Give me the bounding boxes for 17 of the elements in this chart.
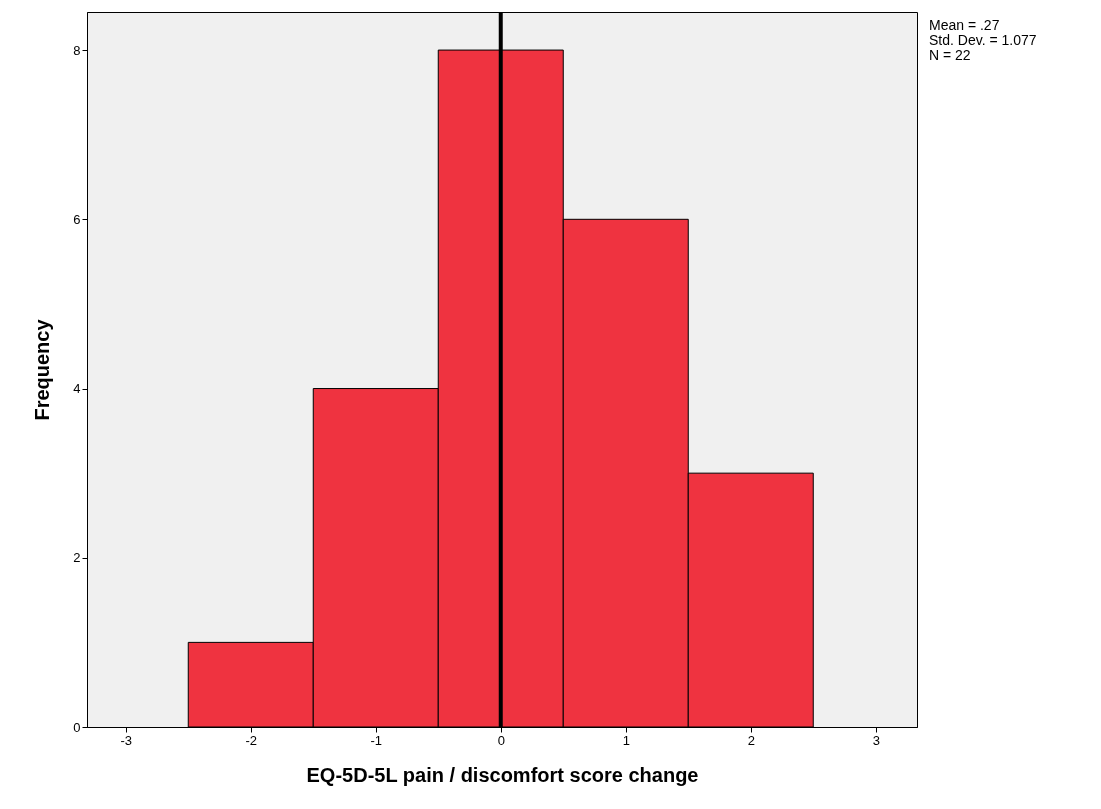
x-tick-label: -3 [120,732,133,748]
x-tick-label: 1 [622,732,630,748]
y-tick-label: 2 [73,550,81,566]
y-tick-label: 6 [73,211,81,227]
x-tick-label: 3 [872,732,880,748]
y-tick-label: 8 [73,42,81,58]
x-tick-label: -1 [370,732,383,748]
y-axis-title: Frequency [31,318,54,421]
x-tick-label: 0 [497,732,505,748]
text: N = 22 [929,47,972,63]
text: Std. Dev. = 1.077 [929,32,1037,48]
y-tick-label: 0 [73,719,81,735]
x-tick-label: -2 [245,732,258,748]
x-tick-label: 2 [747,732,755,748]
y-tick-label: 4 [73,381,81,397]
text: Mean = .27 [929,17,1001,33]
x-axis-title: EQ-5D-5L pain / discomfort score change [306,763,699,786]
